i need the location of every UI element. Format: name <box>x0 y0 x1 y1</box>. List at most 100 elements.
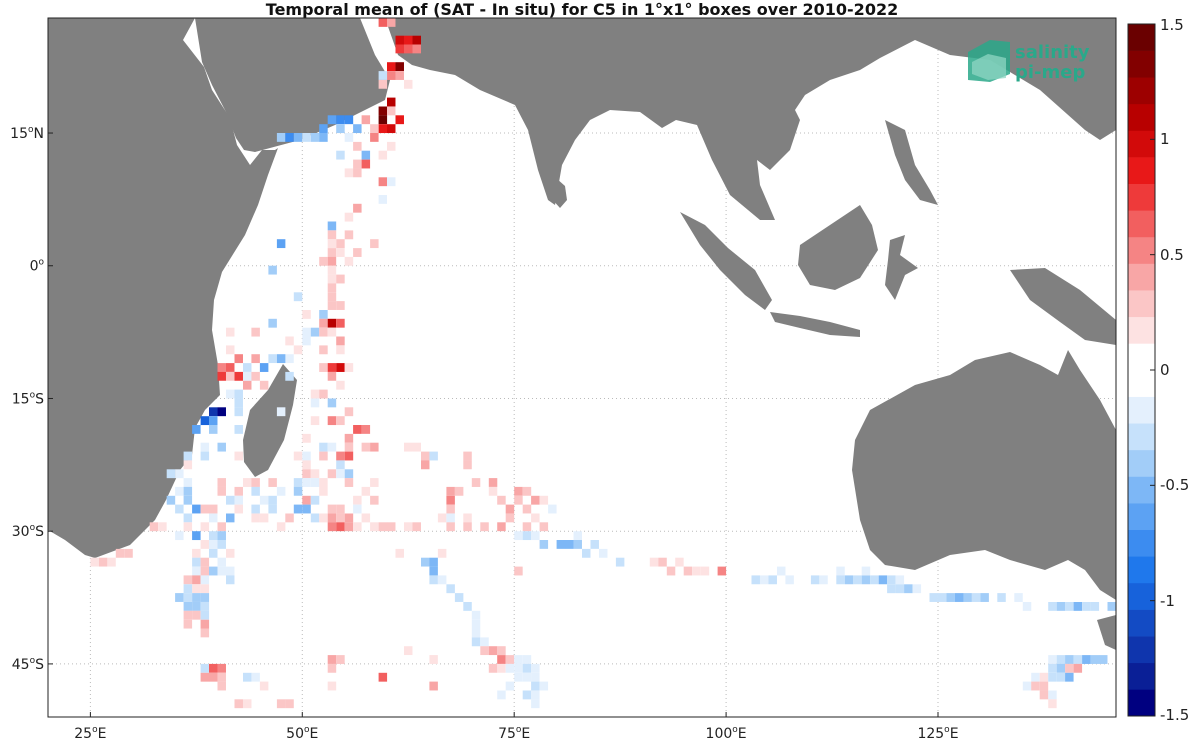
anomaly-cell <box>1048 655 1057 664</box>
anomaly-cell <box>327 274 337 284</box>
anomaly-cell <box>844 575 854 585</box>
anomaly-cell <box>293 133 303 142</box>
anomaly-cell <box>175 531 184 541</box>
anomaly-cell <box>522 672 532 682</box>
anomaly-cell <box>251 327 260 337</box>
colorbar-segment <box>1128 157 1155 184</box>
anomaly-cell <box>234 504 243 514</box>
anomaly-cell <box>200 442 210 452</box>
anomaly-cell <box>353 159 362 169</box>
y-tick-label: 15oN <box>10 125 44 142</box>
anomaly-cell <box>285 354 294 364</box>
anomaly-cell <box>387 106 396 116</box>
anomaly-cell <box>319 124 328 134</box>
anomaly-cell <box>370 239 379 249</box>
anomaly-cell <box>319 442 328 452</box>
anomaly-cell <box>192 557 201 567</box>
anomaly-cell <box>226 566 235 576</box>
anomaly-cell <box>243 380 252 390</box>
anomaly-cell <box>387 177 396 187</box>
colorbar-segment <box>1128 556 1155 584</box>
anomaly-cell <box>200 584 210 594</box>
anomaly-cell <box>412 522 421 532</box>
anomaly-cell <box>1039 681 1049 691</box>
anomaly-cell <box>344 115 354 125</box>
anomaly-cell <box>378 106 388 116</box>
anomaly-cell <box>378 18 388 27</box>
anomaly-cell <box>387 97 396 107</box>
anomaly-cell <box>217 566 226 576</box>
anomaly-cell <box>700 566 710 576</box>
anomaly-cell <box>183 610 193 620</box>
anomaly-cell <box>175 593 184 602</box>
colorbar-segment <box>1128 423 1155 451</box>
anomaly-cell <box>310 478 320 487</box>
anomaly-cell <box>192 566 201 576</box>
anomaly-cell <box>336 248 345 257</box>
anomaly-cell <box>175 504 184 514</box>
anomaly-cell <box>217 522 226 532</box>
colorbar-segment <box>1128 183 1155 211</box>
anomaly-cell <box>183 451 193 461</box>
anomaly-cell <box>378 124 388 134</box>
colorbar-segment <box>1128 370 1155 397</box>
anomaly-cell <box>446 522 455 532</box>
anomaly-cell <box>124 548 133 558</box>
anomaly-cell <box>429 575 438 585</box>
anomaly-cell <box>217 407 226 417</box>
anomaly-cell <box>310 133 320 142</box>
anomaly-cell <box>327 655 337 664</box>
anomaly-cell <box>234 407 243 417</box>
anomaly-cell <box>344 363 354 372</box>
anomaly-cell <box>912 584 922 594</box>
anomaly-cell <box>768 575 777 585</box>
colorbar-segment <box>1128 396 1155 424</box>
anomaly-cell <box>938 593 947 602</box>
anomaly-cell <box>480 522 489 532</box>
anomaly-cell <box>1048 690 1057 700</box>
anomaly-cell <box>429 451 438 461</box>
anomaly-cell <box>183 460 193 470</box>
anomaly-cell <box>226 327 235 337</box>
anomaly-cell <box>192 531 201 541</box>
anomaly-cell <box>1107 602 1116 611</box>
colorbar-segment <box>1128 476 1155 504</box>
colorbar-tick-label: 1 <box>1160 130 1170 149</box>
logo-line2: pi-mep <box>1015 62 1085 83</box>
anomaly-cell <box>226 389 235 399</box>
anomaly-cell <box>1022 681 1032 691</box>
anomaly-cell <box>353 495 362 505</box>
anomaly-cell <box>217 486 226 496</box>
anomaly-cell <box>1048 699 1057 709</box>
anomaly-cell <box>259 681 269 691</box>
anomaly-cell <box>361 425 371 434</box>
y-tick-label: 45oS <box>12 656 44 673</box>
colorbar-segment <box>1128 77 1155 105</box>
anomaly-cell <box>446 584 455 594</box>
anomaly-cell <box>353 168 362 178</box>
anomaly-cell <box>463 451 472 461</box>
anomaly-cell <box>861 575 871 585</box>
anomaly-cell <box>1039 672 1049 682</box>
anomaly-cell <box>582 548 591 558</box>
anomaly-cell <box>751 575 760 585</box>
anomaly-cell <box>327 265 337 275</box>
anomaly-cell <box>387 124 396 134</box>
anomaly-cell <box>454 593 464 602</box>
colorbar-tick-label: -1.5 <box>1160 706 1190 724</box>
anomaly-cell <box>649 557 659 567</box>
anomaly-cell <box>276 522 286 532</box>
anomaly-cell <box>955 593 964 602</box>
anomaly-cell <box>200 566 210 576</box>
anomaly-cell <box>717 566 727 576</box>
anomaly-cell <box>217 672 226 682</box>
anomaly-cell <box>209 548 218 558</box>
anomaly-cell <box>429 557 438 567</box>
anomaly-cell <box>183 584 193 594</box>
anomaly-cell <box>378 195 388 204</box>
anomaly-cell <box>446 486 455 496</box>
anomaly-cell <box>276 133 286 142</box>
anomaly-cell <box>1056 663 1066 673</box>
colorbar-segment <box>1128 263 1155 291</box>
tasmania <box>1097 615 1116 650</box>
